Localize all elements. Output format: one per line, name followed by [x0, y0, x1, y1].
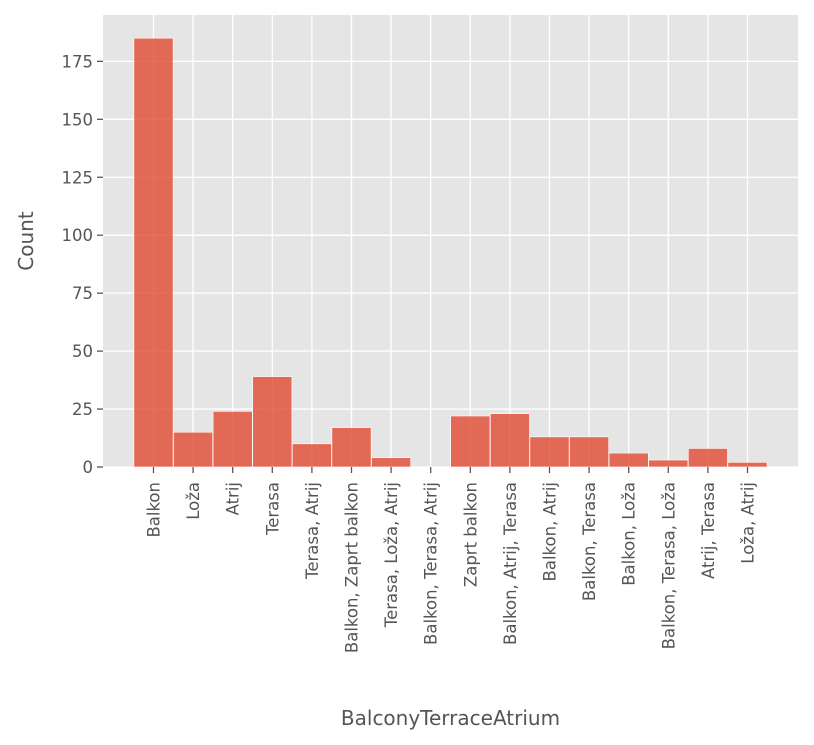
- bar: [608, 452, 649, 468]
- y-axis-ticks: 0 25 50 75 100 125 150 175: [62, 52, 103, 477]
- y-tick-label: 150: [62, 110, 94, 129]
- bar: [727, 462, 768, 468]
- y-tick-label: 175: [62, 52, 94, 71]
- x-tick-label: Balkon, Zaprt balkon: [343, 482, 362, 653]
- x-tick-label: Terasa: [263, 482, 282, 536]
- bar: [252, 376, 293, 468]
- x-tick-label: Balkon, Atrij: [541, 482, 560, 581]
- bar: [687, 448, 728, 468]
- bar: [529, 436, 570, 468]
- bar: [331, 427, 372, 468]
- x-tick-label: Balkon, Loža: [620, 482, 639, 586]
- grid-lines: [103, 15, 798, 468]
- y-tick-label: 0: [83, 458, 94, 477]
- y-tick-label: 50: [72, 342, 93, 361]
- x-tick-label: Zaprt balkon: [461, 482, 480, 587]
- bar: [173, 431, 214, 468]
- bar: [450, 415, 491, 468]
- x-tick-label: Balkon, Atrij, Terasa: [501, 482, 520, 645]
- bars: [133, 37, 768, 468]
- y-tick-label: 25: [72, 400, 93, 419]
- x-tick-label: Balkon, Terasa, Atrij: [422, 482, 441, 645]
- y-axis-label: Count: [14, 211, 38, 271]
- x-tick-label: Atrij, Terasa: [699, 482, 718, 579]
- y-tick-label: 125: [62, 168, 94, 187]
- bar: [133, 37, 174, 468]
- x-tick-label: Balkon: [145, 482, 164, 538]
- bar: [569, 436, 610, 468]
- x-tick-label: Loža: [184, 482, 203, 520]
- x-tick-label: Balkon, Terasa, Loža: [659, 482, 678, 649]
- x-tick-label: Balkon, Terasa: [580, 482, 599, 601]
- bar: [371, 457, 412, 468]
- x-axis-label: BalconyTerraceAtrium: [341, 706, 560, 730]
- y-tick-label: 100: [62, 226, 94, 245]
- x-tick-label: Terasa, Atrij: [303, 482, 322, 580]
- bar: [648, 459, 689, 468]
- bar: [212, 411, 253, 468]
- plot-panel: [103, 15, 798, 467]
- x-axis-ticks: Balkon Loža Atrij Terasa Terasa, Atrij Balkon…: [145, 467, 758, 653]
- x-tick-label: Loža, Atrij: [739, 482, 758, 564]
- y-tick-label: 75: [72, 284, 93, 303]
- bar: [291, 443, 332, 468]
- x-tick-label: Terasa, Loža, Atrij: [382, 482, 401, 628]
- x-tick-label: Atrij: [224, 482, 243, 515]
- bar: [489, 413, 530, 468]
